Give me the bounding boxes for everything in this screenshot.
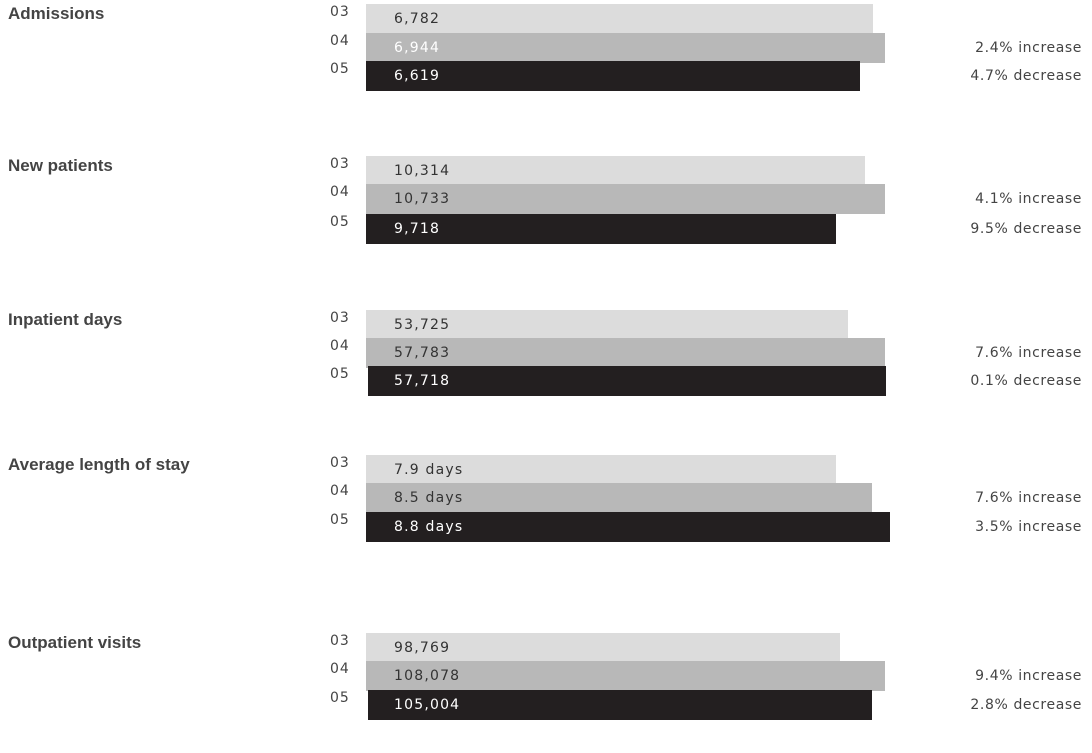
change-label: 4.7% decrease — [970, 68, 1082, 84]
bar-row: 03 7.9 days — [0, 455, 1092, 485]
bar-value-label: 57,783 — [394, 345, 451, 361]
year-label: 05 — [330, 61, 350, 77]
bar-row: 03 6,782 — [0, 4, 1092, 34]
bar-row: 05 6,619 4.7% decrease — [0, 61, 1092, 91]
bar — [366, 156, 865, 186]
bar-row: 04 108,078 9.4% increase — [0, 661, 1092, 691]
year-label: 04 — [330, 661, 350, 677]
bar-row: 03 53,725 — [0, 310, 1092, 340]
year-label: 05 — [330, 214, 350, 230]
bar-value-label: 6,619 — [394, 68, 441, 84]
change-label: 4.1% increase — [975, 191, 1082, 207]
year-label: 05 — [330, 512, 350, 528]
year-label: 03 — [330, 156, 350, 172]
chart-panel: Inpatient days 03 53,725 04 57,783 7.6% incre… — [0, 310, 1092, 430]
bar-value-label: 10,314 — [394, 163, 451, 179]
year-label: 05 — [330, 690, 350, 706]
bar-value-label: 10,733 — [394, 191, 451, 207]
chart-title: Admissions — [8, 4, 105, 23]
change-label: 0.1% decrease — [970, 373, 1082, 389]
chart-title: Inpatient days — [8, 310, 123, 329]
bar — [366, 61, 860, 91]
bar — [366, 184, 885, 214]
change-label: 7.6% increase — [975, 490, 1082, 506]
change-label: 9.4% increase — [975, 668, 1082, 684]
bar-value-label: 8.8 days — [394, 519, 464, 535]
bar — [366, 455, 836, 485]
year-label: 04 — [330, 184, 350, 200]
bar-row: 04 10,733 4.1% increase — [0, 184, 1092, 214]
chart-title: Outpatient visits — [8, 633, 142, 652]
year-label: 04 — [330, 483, 350, 499]
bar-value-label: 53,725 — [394, 317, 451, 333]
bar — [366, 633, 840, 663]
bar — [366, 33, 885, 63]
bar-row: 03 98,769 — [0, 633, 1092, 663]
year-label: 03 — [330, 455, 350, 471]
bar-row: 04 57,783 7.6% increase — [0, 338, 1092, 368]
change-label: 7.6% increase — [975, 345, 1082, 361]
bar-row: 05 8.8 days 3.5% increase — [0, 512, 1092, 542]
bar-value-label: 108,078 — [394, 668, 461, 684]
change-label: 9.5% decrease — [970, 221, 1082, 237]
bar-row: 05 105,004 2.8% decrease — [0, 690, 1092, 720]
bar — [366, 214, 836, 244]
bar-value-label: 105,004 — [394, 697, 461, 713]
bar-value-label: 9,718 — [394, 221, 441, 237]
bar-value-label: 7.9 days — [394, 462, 464, 478]
bar — [368, 366, 886, 396]
bar-value-label: 57,718 — [394, 373, 451, 389]
change-label: 3.5% increase — [975, 519, 1082, 535]
bar-value-label: 98,769 — [394, 640, 451, 656]
year-label: 03 — [330, 633, 350, 649]
year-label: 04 — [330, 338, 350, 354]
bar-row: 05 57,718 0.1% decrease — [0, 366, 1092, 396]
chart-title: Average length of stay — [8, 455, 190, 474]
bar-value-label: 6,782 — [394, 11, 441, 27]
chart-panel: Admissions 03 6,782 04 6,944 2.4% increase 05 6… — [0, 4, 1092, 124]
bar — [366, 310, 848, 340]
bar — [366, 483, 872, 513]
chart-panel: New patients 03 10,314 04 10,733 4.1% increas… — [0, 156, 1092, 276]
bar-row: 03 10,314 — [0, 156, 1092, 186]
chart-panel: Average length of stay 03 7.9 days 04 8.5 da… — [0, 455, 1092, 575]
bar — [366, 4, 873, 34]
bar — [366, 512, 890, 542]
bar-value-label: 8.5 days — [394, 490, 464, 506]
bar — [366, 338, 885, 368]
year-label: 03 — [330, 4, 350, 20]
bar — [366, 661, 885, 691]
year-label: 05 — [330, 366, 350, 382]
change-label: 2.4% increase — [975, 40, 1082, 56]
bar-row: 04 8.5 days 7.6% increase — [0, 483, 1092, 513]
chart-panel: Outpatient visits 03 98,769 04 108,078 9.4% i… — [0, 633, 1092, 753]
year-label: 04 — [330, 33, 350, 49]
bar-row: 04 6,944 2.4% increase — [0, 33, 1092, 63]
year-label: 03 — [330, 310, 350, 326]
bar-row: 05 9,718 9.5% decrease — [0, 214, 1092, 244]
chart-title: New patients — [8, 156, 113, 175]
change-label: 2.8% decrease — [970, 697, 1082, 713]
bar-value-label: 6,944 — [394, 40, 441, 56]
